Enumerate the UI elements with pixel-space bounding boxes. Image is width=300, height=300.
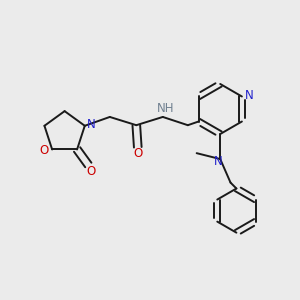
Text: O: O bbox=[133, 147, 142, 160]
Text: O: O bbox=[86, 165, 95, 178]
Text: N: N bbox=[245, 88, 254, 101]
Text: N: N bbox=[87, 118, 96, 131]
Text: NH: NH bbox=[157, 102, 175, 115]
Text: N: N bbox=[214, 155, 222, 168]
Text: O: O bbox=[40, 145, 49, 158]
